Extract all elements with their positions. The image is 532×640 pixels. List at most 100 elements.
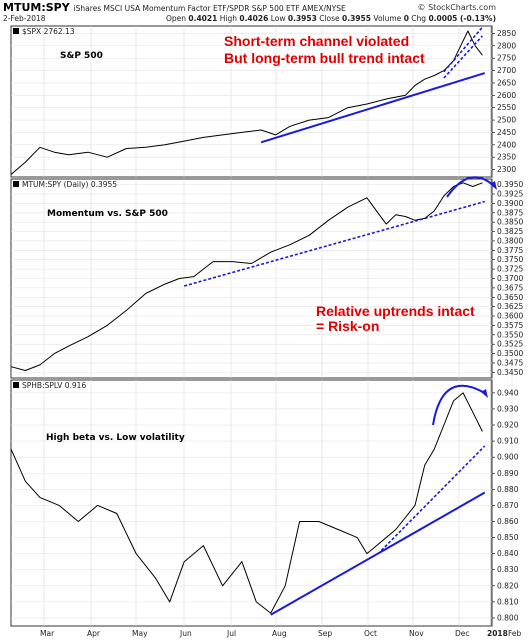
y-tick-label: 0.810 xyxy=(497,597,519,606)
y-tick-label: 2400 xyxy=(497,140,516,149)
y-tick-label: 2800 xyxy=(497,41,516,50)
y-tick-label: 0.3875 xyxy=(497,208,523,217)
trendline xyxy=(270,491,486,616)
y-tick-label: 0.830 xyxy=(497,565,519,574)
x-tick-label: Jul xyxy=(226,629,236,638)
series-line xyxy=(10,392,483,614)
legend-entry: MTUM:SPY (Daily) 0.3955 xyxy=(22,180,117,189)
y-tick-label: 0.3600 xyxy=(497,312,523,321)
volume-label: Volume xyxy=(373,14,402,23)
y-tick-label: 0.860 xyxy=(497,517,519,526)
y-tick-label: 0.900 xyxy=(497,453,519,462)
x-tick-label: Jun xyxy=(179,629,192,638)
y-tick-label: 0.3775 xyxy=(497,246,523,255)
y-tick-label: 0.3550 xyxy=(497,330,523,339)
y-tick-label: 0.3750 xyxy=(497,255,523,264)
y-tick-label: 0.3825 xyxy=(497,227,523,236)
x-tick-label: Sep xyxy=(318,629,332,638)
high-value: 0.4026 xyxy=(239,14,269,23)
legend-swatch xyxy=(13,382,19,388)
symbol-description: iShares MSCI USA Momentum Factor ETF/SPD… xyxy=(73,4,346,13)
y-tick-label: 0.930 xyxy=(497,404,519,413)
y-tick-label: 0.3925 xyxy=(497,190,523,199)
x-tick-label: Dec xyxy=(455,629,470,638)
y-tick-label: 0.890 xyxy=(497,469,519,478)
y-tick-label: 0.3900 xyxy=(497,199,523,208)
high-label: High xyxy=(219,14,237,23)
open-label: Open xyxy=(165,14,186,23)
chg-value: 0.0005 (-0.13%) xyxy=(428,14,496,23)
y-tick-label: 0.800 xyxy=(497,613,519,622)
momentum-arc-arrow xyxy=(446,176,495,198)
stockcharts-logo: © StockCharts.com xyxy=(417,3,496,12)
trendline xyxy=(380,445,486,551)
symbol: MTUM:SPY xyxy=(3,1,70,14)
trendline xyxy=(443,35,483,79)
annotation-text: Short-term channel violated xyxy=(224,33,409,49)
panel-label: High beta vs. Low volatility xyxy=(46,433,185,443)
y-tick-label: 0.3850 xyxy=(497,218,523,227)
x-tick-label: Mar xyxy=(40,629,55,638)
y-tick-label: 0.870 xyxy=(497,501,519,510)
date-label: 2-Feb-2018 xyxy=(3,14,46,23)
y-tick-label: 0.3675 xyxy=(497,283,523,292)
y-tick-label: 0.3450 xyxy=(497,368,523,377)
low-label: Low xyxy=(270,14,286,23)
beta-arc-arrow xyxy=(432,384,484,426)
panel-label: S&P 500 xyxy=(60,51,103,61)
y-tick-label: 0.3700 xyxy=(497,274,523,283)
trendline xyxy=(183,200,486,287)
beta-arc-arrow-head xyxy=(481,389,488,398)
legend-entry: $SPX 2762.13 xyxy=(22,27,75,36)
y-tick-label: 2550 xyxy=(497,103,516,112)
x-tick-label: Apr xyxy=(87,629,101,638)
y-tick-label: 2500 xyxy=(497,116,516,125)
y-tick-label: 2650 xyxy=(497,78,516,87)
volume-value: 0 xyxy=(403,14,409,23)
y-tick-label: 2700 xyxy=(497,66,516,75)
y-tick-label: 0.3725 xyxy=(497,265,523,274)
y-tick-label: 0.910 xyxy=(497,437,519,446)
y-tick-label: 2850 xyxy=(497,29,516,38)
x-tick-label: Aug xyxy=(272,629,287,638)
close-label: Close xyxy=(319,14,340,23)
y-tick-label: 2350 xyxy=(497,153,516,162)
y-tick-label: 2600 xyxy=(497,91,516,100)
legend-swatch xyxy=(13,28,19,34)
y-tick-label: 2750 xyxy=(497,54,516,63)
momentum-arc-arrow-head xyxy=(490,181,497,190)
y-tick-label: 0.3475 xyxy=(497,358,523,367)
series-line xyxy=(10,30,483,175)
legend-swatch xyxy=(13,181,19,187)
open-value: 0.4021 xyxy=(188,14,218,23)
y-tick-label: 0.880 xyxy=(497,485,519,494)
y-tick-label: 0.3800 xyxy=(497,236,523,245)
annotation-text: = Risk-on xyxy=(316,318,379,334)
y-tick-label: 0.920 xyxy=(497,421,519,430)
y-tick-label: 0.840 xyxy=(497,549,519,558)
low-value: 0.3953 xyxy=(287,14,317,23)
y-tick-label: 0.850 xyxy=(497,533,519,542)
y-tick-label: 0.3625 xyxy=(497,302,523,311)
y-tick-label: 0.3650 xyxy=(497,293,523,302)
y-tick-label: 0.3525 xyxy=(497,340,523,349)
y-tick-label: 0.820 xyxy=(497,581,519,590)
y-tick-label: 0.3500 xyxy=(497,349,523,358)
ohlc-readout: Open 0.4021 High 0.4026 Low 0.3953 Close… xyxy=(166,14,496,23)
y-tick-label: 0.3575 xyxy=(497,321,523,330)
series-line xyxy=(10,182,483,371)
annotation-text: Relative uptrends intact xyxy=(316,303,475,319)
chg-label: Chg xyxy=(411,14,427,23)
x-tick-label: Oct xyxy=(364,629,377,638)
close-value: 0.3955 xyxy=(342,14,371,23)
panel-label: Momentum vs. S&P 500 xyxy=(47,209,168,219)
y-tick-label: 0.940 xyxy=(497,388,519,397)
annotation-text: But long-term bull trend intact xyxy=(224,50,425,66)
x-tick-label: 2018 xyxy=(487,629,508,638)
y-tick-label: 2300 xyxy=(497,165,516,174)
trendline xyxy=(260,72,486,144)
y-tick-label: 0.3950 xyxy=(497,180,523,189)
legend-entry: SPHB:SPLV 0.916 xyxy=(22,381,86,390)
